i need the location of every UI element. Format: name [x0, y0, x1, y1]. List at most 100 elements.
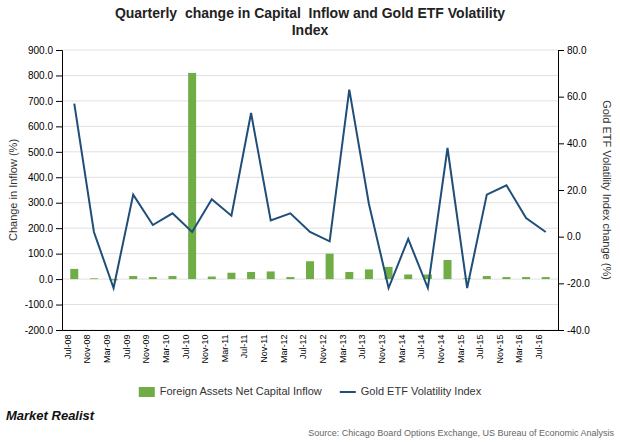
grid-line [62, 126, 558, 127]
tick-mark [558, 190, 564, 191]
bar [306, 261, 314, 279]
tick-label: 500.0 [28, 147, 53, 158]
line [74, 90, 545, 288]
tick-label: Jul-10 [181, 335, 191, 360]
tick-mark [56, 177, 62, 178]
tick: 40.0 [558, 138, 587, 149]
tick-label: Mar-16 [514, 335, 524, 364]
tick-mark [558, 237, 564, 238]
tick-label: -100.0 [25, 299, 54, 310]
tick-label: Mar-10 [161, 335, 171, 364]
tick: 20.0 [558, 185, 587, 196]
tick: 400.0 [28, 172, 62, 183]
bar [483, 276, 491, 279]
tick-label: 400.0 [28, 172, 53, 183]
legend-swatch [139, 387, 155, 397]
grid-line [62, 330, 558, 331]
tick-label: 0.0 [39, 274, 53, 285]
tick-label: 0.0 [567, 231, 581, 242]
tick: 200.0 [28, 223, 62, 234]
tick-mark [56, 152, 62, 153]
tick-label: Jul-12 [298, 335, 308, 360]
bar [227, 273, 235, 279]
tick: -200.0 [25, 325, 62, 336]
grid-line [62, 228, 558, 229]
tick-label: Nov-14 [436, 335, 446, 364]
tick-label: 60.0 [567, 91, 587, 102]
tick: Jul-11 [239, 335, 249, 359]
grid-line [62, 177, 558, 178]
tick-label: Nov-10 [200, 335, 210, 364]
tick-label: Jul-15 [475, 335, 485, 360]
tick: -20.0 [558, 278, 590, 289]
plot: -200.0 -100.0 0.0 100.0 200.0 300.0 400.0 500.0… [25, 45, 591, 364]
tick-label: 20.0 [567, 185, 587, 196]
tick: 700.0 [28, 96, 62, 107]
legend-swatch [340, 391, 356, 393]
tick: Mar-16 [514, 335, 524, 364]
tick-label: -200.0 [25, 325, 54, 336]
tick: Mar-10 [161, 335, 171, 364]
tick: Nov-10 [200, 335, 210, 364]
tick: Nov-12 [318, 335, 328, 364]
legend-item: Gold ETF Volatility Index [340, 385, 482, 397]
watermark: Market Realist [6, 408, 95, 423]
bar [70, 269, 78, 279]
title: Quarterly change in Capital Inflow and G… [115, 5, 505, 38]
axis-line [56, 51, 63, 331]
grid-line [62, 304, 558, 305]
bar [542, 277, 550, 279]
bar [444, 260, 452, 279]
tick-mark [56, 126, 62, 127]
tick: Mar-11 [220, 335, 230, 363]
tick: -100.0 [25, 299, 62, 310]
grid-line [62, 202, 558, 203]
bar [208, 277, 216, 280]
grid-line [62, 151, 558, 152]
tick-label: 40.0 [567, 138, 587, 149]
tick: 600.0 [28, 121, 62, 132]
bar [247, 272, 255, 279]
x-axis: Jul-08Nov-08Mar-09Jul-09Nov-09Mar-10Jul-… [63, 331, 559, 364]
title-line: Index [292, 22, 329, 38]
tick: Mar-15 [456, 335, 466, 364]
tick-label: 200.0 [28, 223, 53, 234]
tick: Jul-16 [534, 335, 544, 360]
tick-label: Nov-09 [141, 335, 151, 364]
y2-axis: -40.0 -20.0 0.0 20.0 40.0 60.0 80.0 [558, 45, 590, 336]
tick: -40.0 [558, 325, 590, 336]
bar [404, 275, 412, 280]
legend-label: Foreign Assets Net Capital Inflow [160, 385, 322, 397]
tick-label: Mar-14 [397, 335, 407, 364]
tick-label: -20.0 [567, 278, 590, 289]
tick: Mar-09 [102, 335, 112, 364]
bar [365, 269, 373, 279]
tick: Nov-08 [82, 335, 92, 364]
bar [168, 276, 176, 279]
tick-label: 800.0 [28, 70, 53, 81]
legend-label: Gold ETF Volatility Index [361, 385, 482, 397]
tick-label: Mar-12 [279, 335, 289, 364]
tick: 300.0 [28, 197, 62, 208]
tick: Nov-11 [259, 335, 269, 363]
tick-label: Nov-13 [377, 335, 387, 364]
tick-mark [56, 279, 62, 280]
axis-line [63, 330, 559, 331]
bar [522, 277, 530, 279]
tick-mark [56, 101, 62, 102]
tick-mark [558, 97, 564, 98]
tick: 800.0 [28, 70, 62, 81]
legend: Foreign Assets Net Capital Inflow Gold ET… [139, 385, 482, 397]
tick-label: 80.0 [567, 45, 587, 56]
bar [326, 254, 334, 279]
tick: 100.0 [28, 248, 62, 259]
y2-axis-title: Gold ETF Volatility Index change (%) [601, 100, 613, 280]
tick-label: Nov-15 [495, 335, 505, 364]
tick: Jul-13 [357, 335, 367, 360]
tick-mark [558, 143, 564, 144]
tick: Jul-10 [181, 335, 191, 360]
bar [286, 277, 294, 279]
tick-mark [56, 203, 62, 204]
tick-label: -40.0 [567, 325, 590, 336]
tick-mark [56, 50, 62, 51]
